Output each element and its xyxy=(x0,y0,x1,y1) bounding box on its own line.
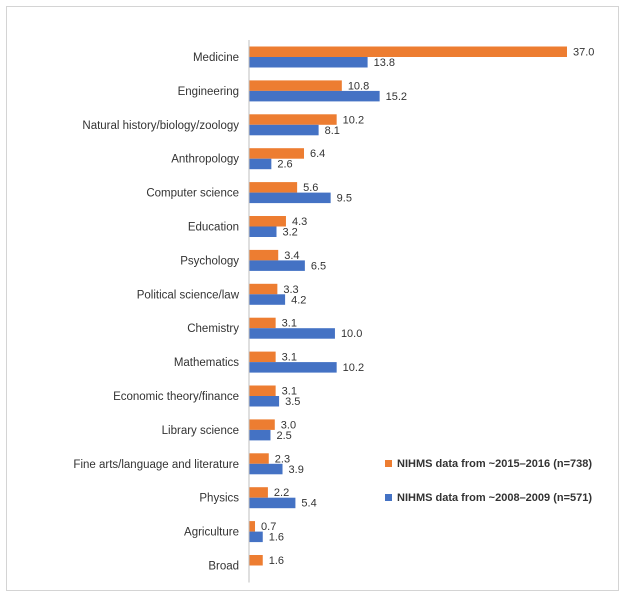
data-label: 10.2 xyxy=(343,114,364,126)
legend-swatch-2015 xyxy=(385,460,392,467)
bar-2015 xyxy=(249,216,286,227)
data-label: 3.3 xyxy=(283,284,298,296)
data-label: 8.1 xyxy=(325,125,340,137)
bar-2015 xyxy=(249,283,278,295)
legend-label-2008: NIHMS data from ~2008–2009 (n=571) xyxy=(397,492,592,504)
data-label: 37.0 xyxy=(573,47,594,59)
category-label: Broad xyxy=(208,561,239,573)
bar-2008 xyxy=(249,90,380,102)
bar-2015 xyxy=(249,148,305,159)
data-label: 2.2 xyxy=(274,487,289,499)
bar-2015 xyxy=(249,182,298,193)
data-label: 5.6 xyxy=(303,182,318,194)
category-label: Mathematics xyxy=(174,357,239,369)
data-label: 3.2 xyxy=(283,227,298,239)
data-label: 2.6 xyxy=(277,159,292,171)
bar-2008 xyxy=(249,396,280,407)
category-label: Physics xyxy=(199,493,239,505)
bar-2015 xyxy=(249,80,342,91)
data-label: 3.1 xyxy=(282,386,297,398)
data-label: 13.8 xyxy=(374,57,395,69)
chart-frame xyxy=(6,6,619,591)
bar-2015 xyxy=(249,114,337,125)
bar-2008 xyxy=(249,294,286,305)
category-label: Education xyxy=(188,222,239,234)
bar-2008 xyxy=(249,124,319,136)
category-label: Agriculture xyxy=(184,527,239,539)
bar-2008 xyxy=(249,260,305,271)
category-label: Natural history/biology/zoology xyxy=(82,120,239,132)
bar-2015 xyxy=(249,249,279,261)
bar-2015 xyxy=(249,385,276,396)
data-label: 3.5 xyxy=(285,396,300,408)
data-label: 10.8 xyxy=(348,80,369,92)
data-label: 4.3 xyxy=(292,216,307,228)
data-label: 3.0 xyxy=(281,419,296,431)
bar-2015 xyxy=(249,317,276,329)
data-label: 3.9 xyxy=(289,464,304,476)
bar-2015 xyxy=(249,453,269,464)
category-label: Chemistry xyxy=(187,323,239,335)
bar-2015 xyxy=(249,521,256,532)
bar-2008 xyxy=(249,328,335,339)
category-label: Anthropology xyxy=(171,154,239,166)
category-label: Economic theory/finance xyxy=(113,391,239,403)
data-label: 1.6 xyxy=(269,555,284,567)
data-label: 1.6 xyxy=(269,532,284,544)
bars-layer xyxy=(249,46,567,566)
bar-2015 xyxy=(249,46,567,57)
bar-2008 xyxy=(249,158,272,170)
data-label: 10.0 xyxy=(341,328,362,340)
bar-2015 xyxy=(249,351,276,363)
bar-2008 xyxy=(249,497,296,509)
bar-2008 xyxy=(249,226,277,237)
category-label: Fine arts/language and literature xyxy=(73,459,239,471)
data-label: 6.5 xyxy=(311,260,326,272)
bar-2015 xyxy=(249,419,275,430)
data-label: 10.2 xyxy=(343,362,364,374)
bar-2008 xyxy=(249,362,337,373)
labels-layer: Medicine 37.0 13.8 Engineering 10.8 15.2 Natur… xyxy=(73,47,594,573)
bar-2015 xyxy=(249,555,263,566)
category-label: Medicine xyxy=(193,52,239,64)
data-label: 6.4 xyxy=(310,148,325,160)
data-label: 15.2 xyxy=(386,91,407,103)
bar-2008 xyxy=(249,531,263,543)
data-label: 9.5 xyxy=(337,193,352,205)
bar-2008 xyxy=(249,57,368,68)
category-label: Psychology xyxy=(180,255,239,267)
legend-label-2015: NIHMS data from ~2015–2016 (n=738) xyxy=(397,458,592,470)
bar-2008 xyxy=(249,192,331,204)
category-label: Library science xyxy=(162,425,239,437)
legend: NIHMS data from ~2015–2016 (n=738) NIHMS… xyxy=(385,458,592,504)
data-label: 3.1 xyxy=(282,352,297,364)
category-label: Political science/law xyxy=(137,289,240,301)
bar-2008 xyxy=(249,463,283,475)
data-label: 2.5 xyxy=(276,430,291,442)
data-label: 3.4 xyxy=(284,250,299,262)
data-label: 3.1 xyxy=(282,318,297,330)
data-label: 2.3 xyxy=(275,453,290,465)
data-label: 4.2 xyxy=(291,294,306,306)
legend-swatch-2008 xyxy=(385,494,392,501)
data-label: 0.7 xyxy=(261,521,276,533)
bar-2015 xyxy=(249,487,268,498)
data-label: 5.4 xyxy=(301,498,316,510)
category-label: Computer science xyxy=(146,188,239,200)
bar-2008 xyxy=(249,429,271,441)
category-label: Engineering xyxy=(178,86,239,98)
